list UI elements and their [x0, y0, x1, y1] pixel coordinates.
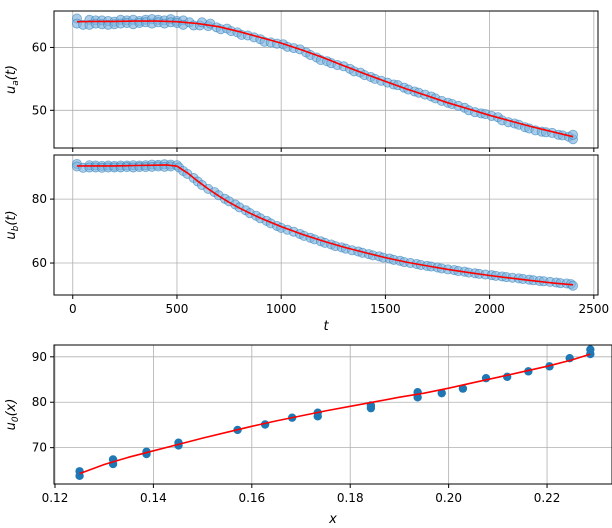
x-tick-label: 0.16: [238, 491, 265, 505]
y-tick-label: 90: [32, 350, 47, 364]
fit-line: [76, 164, 574, 286]
x-axis-label: x: [328, 512, 337, 527]
x-tick-label: 500: [166, 302, 189, 316]
data-point: [75, 467, 84, 476]
x-tick-label: 0.18: [337, 491, 364, 505]
bottom-panel-u0: 0.12 0.14 0.16 0.18 0.20 0.22 70 80 90 u0(x) x: [4, 344, 612, 527]
fit-line: [79, 353, 591, 475]
y-tick-label: 80: [32, 395, 47, 409]
x-tick-label: 2000: [474, 302, 505, 316]
data-point: [458, 384, 468, 393]
x-tick-label: 1500: [370, 302, 401, 316]
data-point: [437, 388, 446, 398]
data-point: [586, 345, 595, 354]
fit-line: [76, 20, 574, 138]
scatter-series: [75, 345, 595, 481]
top-panel-ua: 50 60 ua(t): [4, 10, 599, 152]
x-tick-label: 0.14: [140, 491, 167, 505]
y-tick-label: 60: [32, 40, 47, 54]
scatter-series: [71, 13, 578, 145]
x-tick-label: 0.20: [435, 491, 462, 505]
data-point: [567, 129, 578, 140]
y-axis-label: ua(t): [4, 65, 21, 94]
data-point: [567, 280, 578, 291]
axes-frame: [53, 10, 599, 149]
scatter-series: [71, 158, 578, 291]
axes-frame: [53, 344, 612, 485]
y-tick-label: 60: [32, 256, 47, 270]
x-tick-label: 0.22: [534, 491, 561, 505]
axes-frame: [53, 154, 599, 296]
x-axis-label: t: [323, 319, 329, 334]
y-axis-label: u0(x): [4, 399, 21, 431]
y-axis-label: ub(t): [4, 210, 21, 239]
y-tick-label: 50: [32, 103, 47, 117]
middle-panel-ub: 0 500 1000 1500 2000 2500 60 80 ub(t) t: [4, 154, 610, 334]
y-tick-label: 70: [32, 441, 47, 455]
x-tick-label: 2500: [579, 302, 610, 316]
x-tick-label: 0.12: [42, 491, 69, 505]
y-tick-label: 80: [32, 192, 47, 206]
x-tick-label: 1000: [266, 302, 297, 316]
x-tick-label: 0: [69, 302, 77, 316]
